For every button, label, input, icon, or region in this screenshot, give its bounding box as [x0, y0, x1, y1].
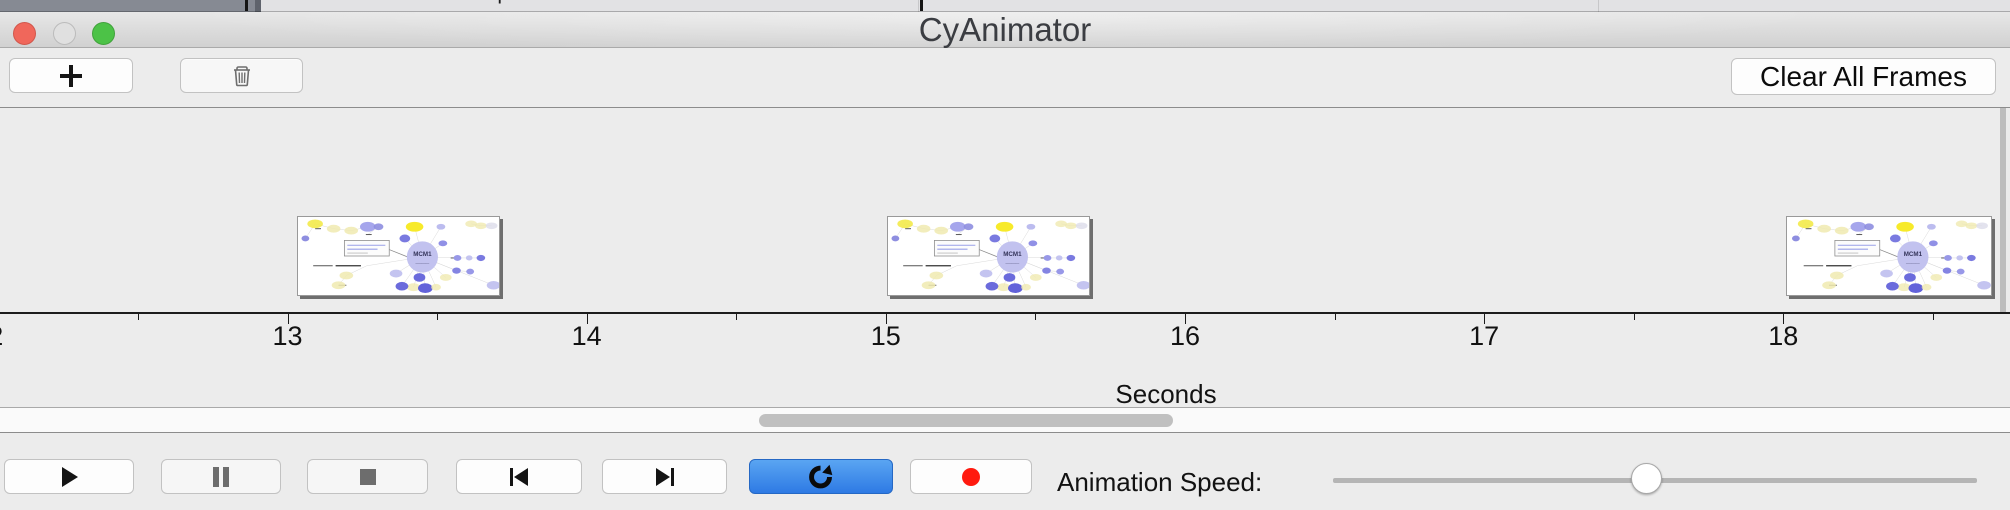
svg-text:_______: _______	[1005, 259, 1020, 263]
svg-text:MCM1: MCM1	[1904, 251, 1923, 258]
svg-text:_______: _______	[1905, 259, 1920, 263]
svg-text:MCM1: MCM1	[1003, 251, 1022, 258]
svg-text:_______: _______	[415, 259, 430, 263]
svg-text:MCM1: MCM1	[413, 251, 432, 258]
